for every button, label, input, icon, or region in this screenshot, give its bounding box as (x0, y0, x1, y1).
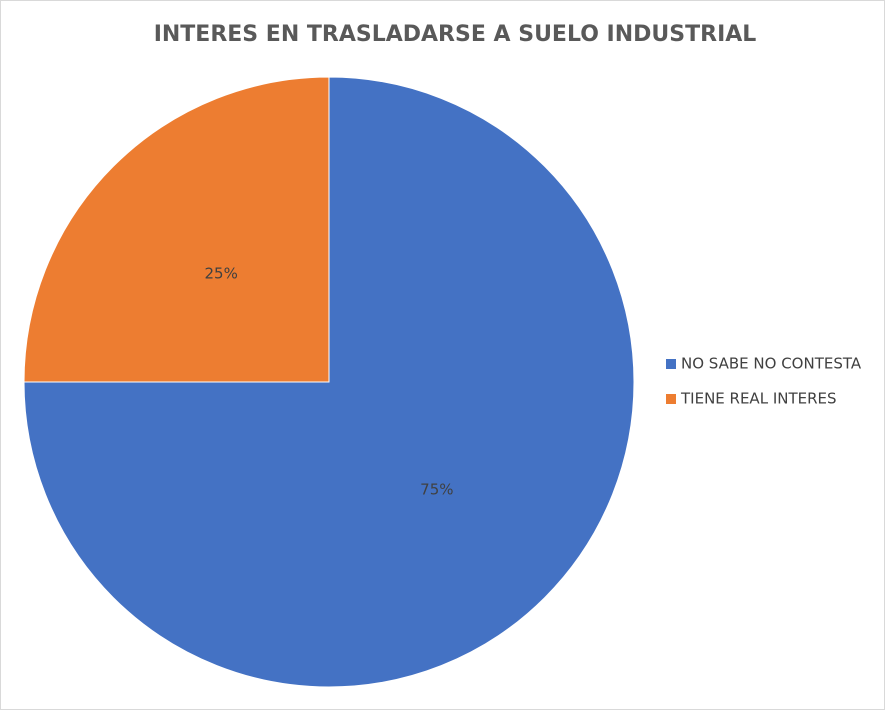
data-label: 25% (204, 265, 237, 283)
data-label: 75% (420, 480, 453, 498)
pie-slice (23, 76, 330, 383)
legend-swatch (666, 394, 676, 404)
legend-label: TIENE REAL INTERES (680, 390, 837, 408)
legend-swatch (666, 359, 676, 369)
legend-label: NO SABE NO CONTESTA (681, 355, 862, 373)
chart-title: INTERES EN TRASLADARSE A SUELO INDUSTRIA… (154, 22, 757, 47)
